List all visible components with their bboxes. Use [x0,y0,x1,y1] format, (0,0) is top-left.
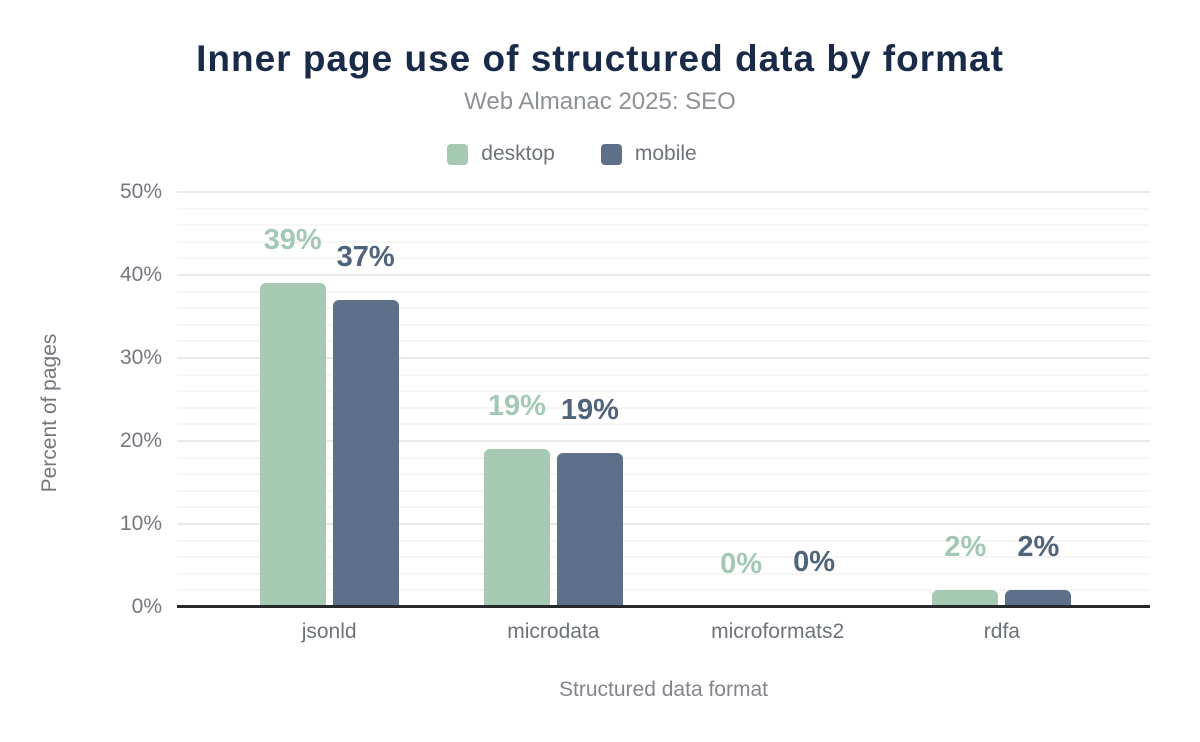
bar-mobile-jsonld: 37% [332,241,399,607]
gridline [177,224,1150,227]
bar-value-label: 0% [720,548,763,580]
gridline [177,523,1150,525]
bar-group-jsonld: 39% 37% [217,224,441,607]
y-tick-label: 30% [119,346,162,369]
gridline [177,274,1150,276]
bar-value-label: 39% [263,224,322,257]
gridline [177,456,1150,459]
y-tick-label: 10% [119,512,162,535]
bar-value-label: 2% [944,531,987,564]
bar-value-label: 19% [487,390,546,423]
gridline [177,323,1150,326]
gridline [177,307,1150,310]
legend: desktop mobile [0,142,1172,166]
gridline [177,489,1150,492]
gridline [177,290,1150,293]
bar-value-label: 19% [560,393,619,426]
x-tick-jsonld: jsonld [301,620,357,643]
legend-swatch-desktop [447,143,469,165]
gridline [177,207,1150,210]
legend-label-desktop: desktop [481,142,555,165]
legend-item-mobile: mobile [600,142,697,166]
gridline [177,473,1150,476]
bar-group-microformats2: 0% 0% [666,546,890,607]
gridline [177,556,1150,559]
legend-item-desktop: desktop [447,142,555,166]
x-tick-microformats2: microformats2 [711,620,845,643]
gridline [177,191,1150,193]
gridline [177,589,1150,592]
y-tick-label: 50% [119,180,162,203]
bar-value-label: 37% [336,240,395,273]
bar-group-rdfa: 2% 2% [890,531,1114,607]
gridline [177,373,1150,376]
bar-mobile-microdata: 19% [556,394,623,607]
bar-value-label: 0% [793,545,836,578]
x-axis-line [177,605,1150,608]
x-tick-rdfa: rdfa [983,620,1020,643]
gridline [177,506,1150,509]
legend-label-mobile: mobile [634,142,697,165]
gridline [177,340,1150,343]
chart-subtitle: Web Almanac 2025: SEO [464,88,736,115]
plot-area: 39% 37% 19% 19% 0% 0% 2% 2% [177,191,1150,607]
bar-desktop-microdata: 19% [483,390,550,607]
y-tick-label: 20% [119,429,162,452]
gridline [177,572,1150,575]
bar-desktop-rdfa: 2% [932,531,999,607]
gridline [177,539,1150,542]
gridline [177,240,1150,243]
y-axis-ticks: 0% 10% 20% 30% 40% 50% [0,180,162,618]
chart-title: Inner page use of structured data by for… [196,38,1004,79]
gridline [177,357,1150,359]
x-tick-microdata: microdata [507,620,600,643]
bars: 39% 37% 19% 19% 0% 0% 2% 2% [177,192,1150,607]
gridlines [177,191,1150,607]
y-tick-label: 0% [131,595,162,618]
bar-desktop-jsonld: 39% [259,224,326,607]
x-axis-title: Structured data format [559,678,768,701]
legend-swatch-mobile [600,143,622,165]
gridline [177,406,1150,409]
gridline [177,423,1150,426]
gridline [177,440,1150,442]
x-axis-ticks: jsonld microdata microformats2 rdfa [177,620,1150,644]
gridline [177,390,1150,393]
bar-value-label: 2% [1017,531,1060,564]
bar-group-microdata: 19% 19% [441,390,665,607]
y-tick-label: 40% [119,263,162,286]
gridline [177,257,1150,260]
bar-mobile-rdfa: 2% [1005,531,1072,607]
